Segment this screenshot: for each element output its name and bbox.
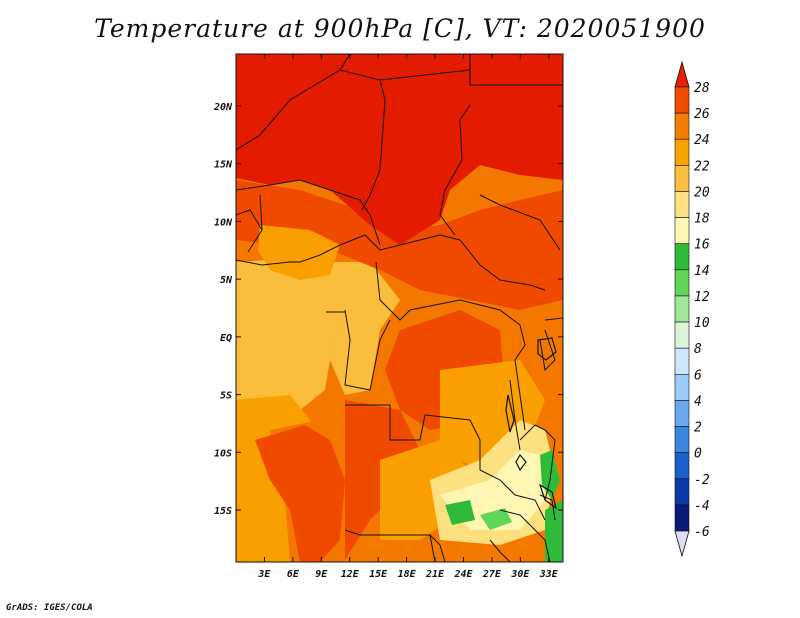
colorbar-label: 16 [694,238,710,253]
colorbar-label: 14 [694,264,710,279]
lat-tick-label: EQ [220,333,232,344]
colorbar-segment [674,243,690,271]
lat-tick-label: 5N [220,275,233,286]
colorbar-label: 12 [694,290,710,305]
colorbar-label: -2 [694,473,710,488]
latitude-axis: 20N 15N 10N 5N EQ 5S 10S 15S [213,102,563,517]
colorbar-segment [674,321,690,349]
colorbar-segment [674,138,690,166]
lon-tick-label: 24E [453,569,473,580]
map-title: Temperature at 900hPa [C], VT: 202005190… [94,14,706,43]
colorbar-label: 4 [694,394,702,409]
lon-tick-label: 15E [369,569,388,580]
field-green-12 [480,508,512,530]
colorbar-bottom-arrow [674,530,690,558]
lon-tick-label: 12E [341,569,360,580]
colorbar-segment [674,165,690,192]
colorbar-segment [674,86,690,114]
colorbar-segment [674,373,690,401]
longitude-axis: 3E 6E 9E 12E 15E 18E 21E 24E 27E 30E 33E [257,54,559,580]
colorbar-segment [674,478,690,506]
map-plot-area: 3E 6E 9E 12E 15E 18E 21E 24E 27E 30E 33E 20N 15N 10N… [213,53,564,580]
colorbar-label: -4 [694,499,710,514]
lat-tick-label: 15S [214,506,232,517]
colorbar-label: 20 [694,185,710,200]
lat-tick-label: 10N [214,217,233,228]
lon-tick-label: 9E [315,569,328,580]
field-ocean-20 [236,258,340,420]
lat-tick-label: 10S [214,448,232,459]
lon-tick-label: 27E [482,569,502,580]
colorbar-segment [674,426,690,453]
lon-tick-label: 6E [287,569,300,580]
colorbar-label: 18 [694,212,710,227]
field-gabon-20 [300,262,400,395]
colorbar-top-arrow [674,60,690,88]
colorbar-segment [674,400,690,427]
field-nigeria-22 [258,225,340,280]
colorbar-label: 24 [694,133,710,148]
colorbar-label: -6 [694,525,710,540]
colorbar-label: 2 [694,421,702,436]
lon-tick-label: 21E [425,569,445,580]
field-ocean-26 [255,425,345,562]
field-green-14-a [445,500,475,525]
lat-tick-label: 15N [214,160,233,171]
country-borders [236,54,563,562]
colorbar-segment [674,217,690,245]
field-green-14-c [545,500,563,562]
lon-tick-label: 3E [257,569,271,580]
colorbar-segment [674,191,690,218]
map-frame [235,53,564,563]
lon-tick-label: 30E [510,569,530,580]
colorbar-segment [674,504,690,532]
colorbar-segment [674,452,690,480]
colorbar-label: 22 [694,159,710,174]
colorbar-segment [674,295,690,323]
colorbar-label: 28 [694,81,710,96]
lat-tick-label: 5S [220,391,232,402]
colorbar-segment [674,269,690,297]
colorbar-label: 26 [694,107,710,122]
colorbar-label: 8 [694,342,702,357]
lon-tick-label: 18E [398,569,417,580]
grads-credit: GrADS: IGES/COLA [6,603,93,613]
colorbar-label: 0 [694,447,702,462]
lon-tick-label: 33E [539,569,559,580]
lakes [505,337,557,510]
colorbar-label: 10 [694,316,710,331]
field-sahara-28 [236,54,563,245]
lat-tick-label: 20N [213,102,233,113]
colorbar-segment [674,112,690,140]
colorbar-label: 6 [694,368,702,383]
colorbar-segment [674,347,690,375]
